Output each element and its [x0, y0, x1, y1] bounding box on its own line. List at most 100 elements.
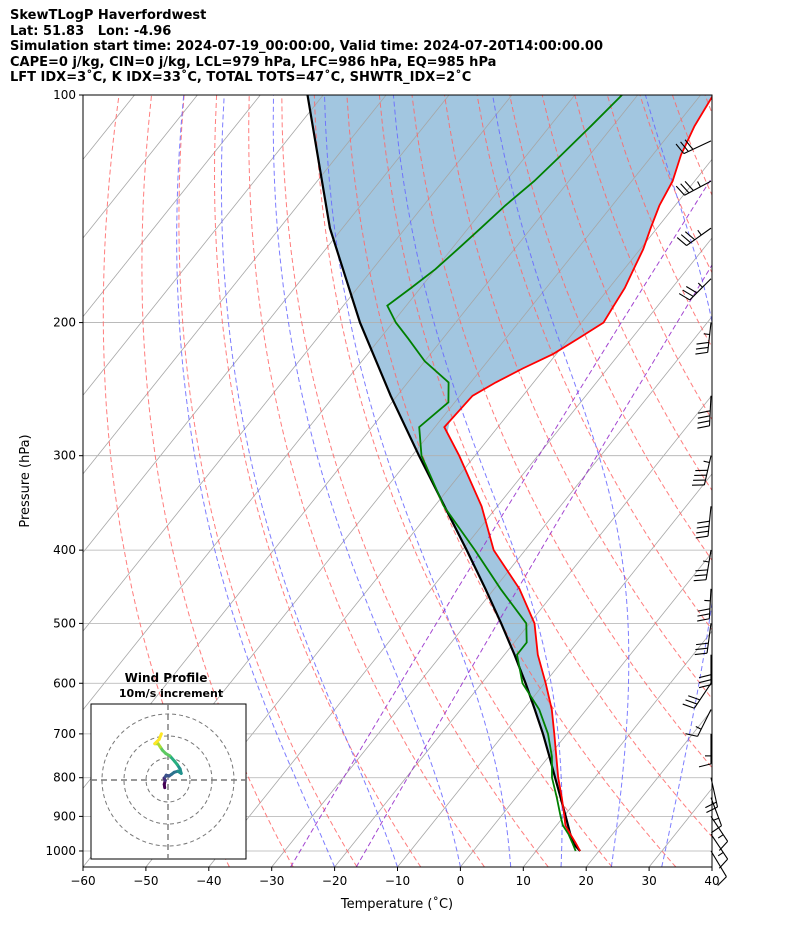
y-axis-label: Pressure (hPa) — [18, 434, 33, 527]
moist-adiabat-line — [220, 95, 398, 867]
wind-barb-half-flag — [717, 834, 724, 839]
wind-barb-flag — [694, 652, 708, 656]
dry-adiabat-line — [378, 95, 712, 838]
wind-barb-flag — [676, 237, 687, 246]
wind-barb-flag — [696, 525, 710, 529]
wind-barb — [682, 682, 712, 709]
isotherm-line — [334, 394, 712, 867]
dry-adiabat-line — [541, 95, 712, 492]
wind-barb — [697, 395, 712, 429]
isotherm-line — [83, 95, 261, 318]
wind-barb-flag — [697, 608, 710, 612]
wind-barb — [710, 833, 729, 869]
dry-adiabat-line — [411, 95, 712, 769]
y-tick-label: 800 — [53, 771, 76, 785]
hodograph-title: Wind Profile — [125, 671, 208, 685]
dry-adiabat-line — [476, 95, 712, 631]
hodograph-segment — [157, 732, 163, 741]
dry-adiabat-line — [248, 95, 485, 867]
dry-adiabat-line — [574, 95, 712, 421]
x-tick-label: −40 — [196, 874, 221, 888]
wind-barb-staff — [683, 140, 712, 155]
dry-adiabat-line — [281, 95, 549, 867]
hodograph-subtitle: 10m/s increment — [119, 687, 223, 700]
wind-barb — [695, 506, 712, 539]
simulation-time-line: Simulation start time: 2024-07-19_00:00:… — [10, 39, 603, 55]
x-tick-label: −50 — [133, 874, 158, 888]
isotherm-line — [83, 95, 324, 396]
wind-barb — [678, 278, 712, 301]
wind-barb-half-flag — [717, 851, 724, 857]
wind-barb-flag — [685, 733, 698, 737]
wind-barb-half-flag — [703, 560, 710, 563]
moist-adiabat-line — [762, 95, 794, 867]
isotherm-line — [83, 95, 576, 711]
wind-barb-flag — [682, 289, 694, 297]
y-tick-label: 1000 — [45, 844, 76, 858]
wind-barb-staff — [707, 322, 712, 353]
moist-adiabat-line — [392, 95, 563, 867]
isotherm-line — [208, 237, 712, 867]
wind-barb-flag — [685, 286, 698, 294]
wind-barb-half-flag — [697, 229, 702, 236]
wind-barb-staff — [697, 709, 712, 737]
wind-barb-half-flag — [703, 460, 710, 464]
cape-indices-line: CAPE=0 j/kg, CIN=0 j/kg, LCL=979 hPa, LF… — [10, 54, 497, 70]
x-axis-ticks: −60 −50 −40 −30 −20 −10 0 10 20 30 40 — [70, 867, 720, 888]
wind-barb-flag — [696, 642, 709, 646]
wind-barb — [710, 816, 729, 851]
y-tick-label: 200 — [53, 316, 76, 330]
cape-area — [307, 95, 712, 851]
y-axis-ticks: 100 200 300 400 500 600 700 800 900 1000 — [45, 88, 83, 858]
dry-adiabat-line — [213, 95, 422, 867]
wind-barb — [695, 322, 712, 355]
wind-barb-flag — [696, 341, 709, 345]
x-tick-label: 10 — [516, 874, 531, 888]
wind-barb-flag — [680, 141, 689, 152]
y-tick-label: 700 — [53, 727, 76, 741]
wind-barb — [710, 797, 723, 834]
wind-barb — [698, 733, 712, 768]
wind-barb-flag — [697, 425, 710, 429]
wind-barb-flag — [675, 185, 685, 196]
wind-barb — [675, 139, 712, 155]
wind-barb-flag — [694, 574, 707, 577]
wind-barb — [710, 850, 727, 886]
wind-barb-half-flag — [697, 181, 701, 188]
x-tick-label: −60 — [70, 874, 95, 888]
wind-barb-flag — [695, 535, 709, 539]
moist-adiabat-line — [176, 95, 336, 867]
wind-barb-flag — [698, 684, 712, 689]
dry-adiabat-line — [444, 95, 712, 700]
wind-barb-flag — [717, 876, 727, 886]
wind-barb-flag — [680, 183, 690, 194]
moist-adiabat-line — [644, 95, 712, 867]
wind-barb-flag — [685, 699, 698, 705]
figure-title-block: SkewTLogP Haverfordwest Lat: 51.83 Lon: … — [10, 8, 603, 86]
wind-barb — [698, 654, 712, 689]
wind-barb — [705, 777, 719, 814]
dry-adiabat-line — [704, 95, 712, 115]
isotherm-line — [83, 95, 450, 554]
x-tick-label: −30 — [259, 874, 284, 888]
hodograph-ring — [145, 757, 191, 803]
wind-barb — [693, 550, 712, 582]
isotherm-line — [145, 158, 712, 867]
wind-barb-flag — [678, 293, 691, 301]
x-tick-label: −20 — [322, 874, 347, 888]
isotherm-line — [0, 95, 72, 867]
isotherm-line — [271, 315, 712, 867]
wind-barb — [685, 709, 712, 737]
wind-barb-staff — [689, 278, 712, 301]
wind-barb-flag — [695, 346, 709, 350]
wind-barb-flag — [705, 801, 717, 809]
stability-indices-line: LFT IDX=3˚C, K IDX=33˚C, TOTAL TOTS=47˚C… — [10, 70, 472, 86]
x-tick-label: 0 — [457, 874, 465, 888]
wind-barb-flag — [697, 618, 710, 622]
moist-adiabats — [176, 95, 794, 867]
wind-barb-half-flag — [697, 282, 703, 288]
x-tick-label: 40 — [704, 874, 719, 888]
moist-adiabat-line — [272, 95, 461, 867]
x-tick-label: 30 — [641, 874, 656, 888]
wind-barb-flag — [698, 679, 712, 684]
